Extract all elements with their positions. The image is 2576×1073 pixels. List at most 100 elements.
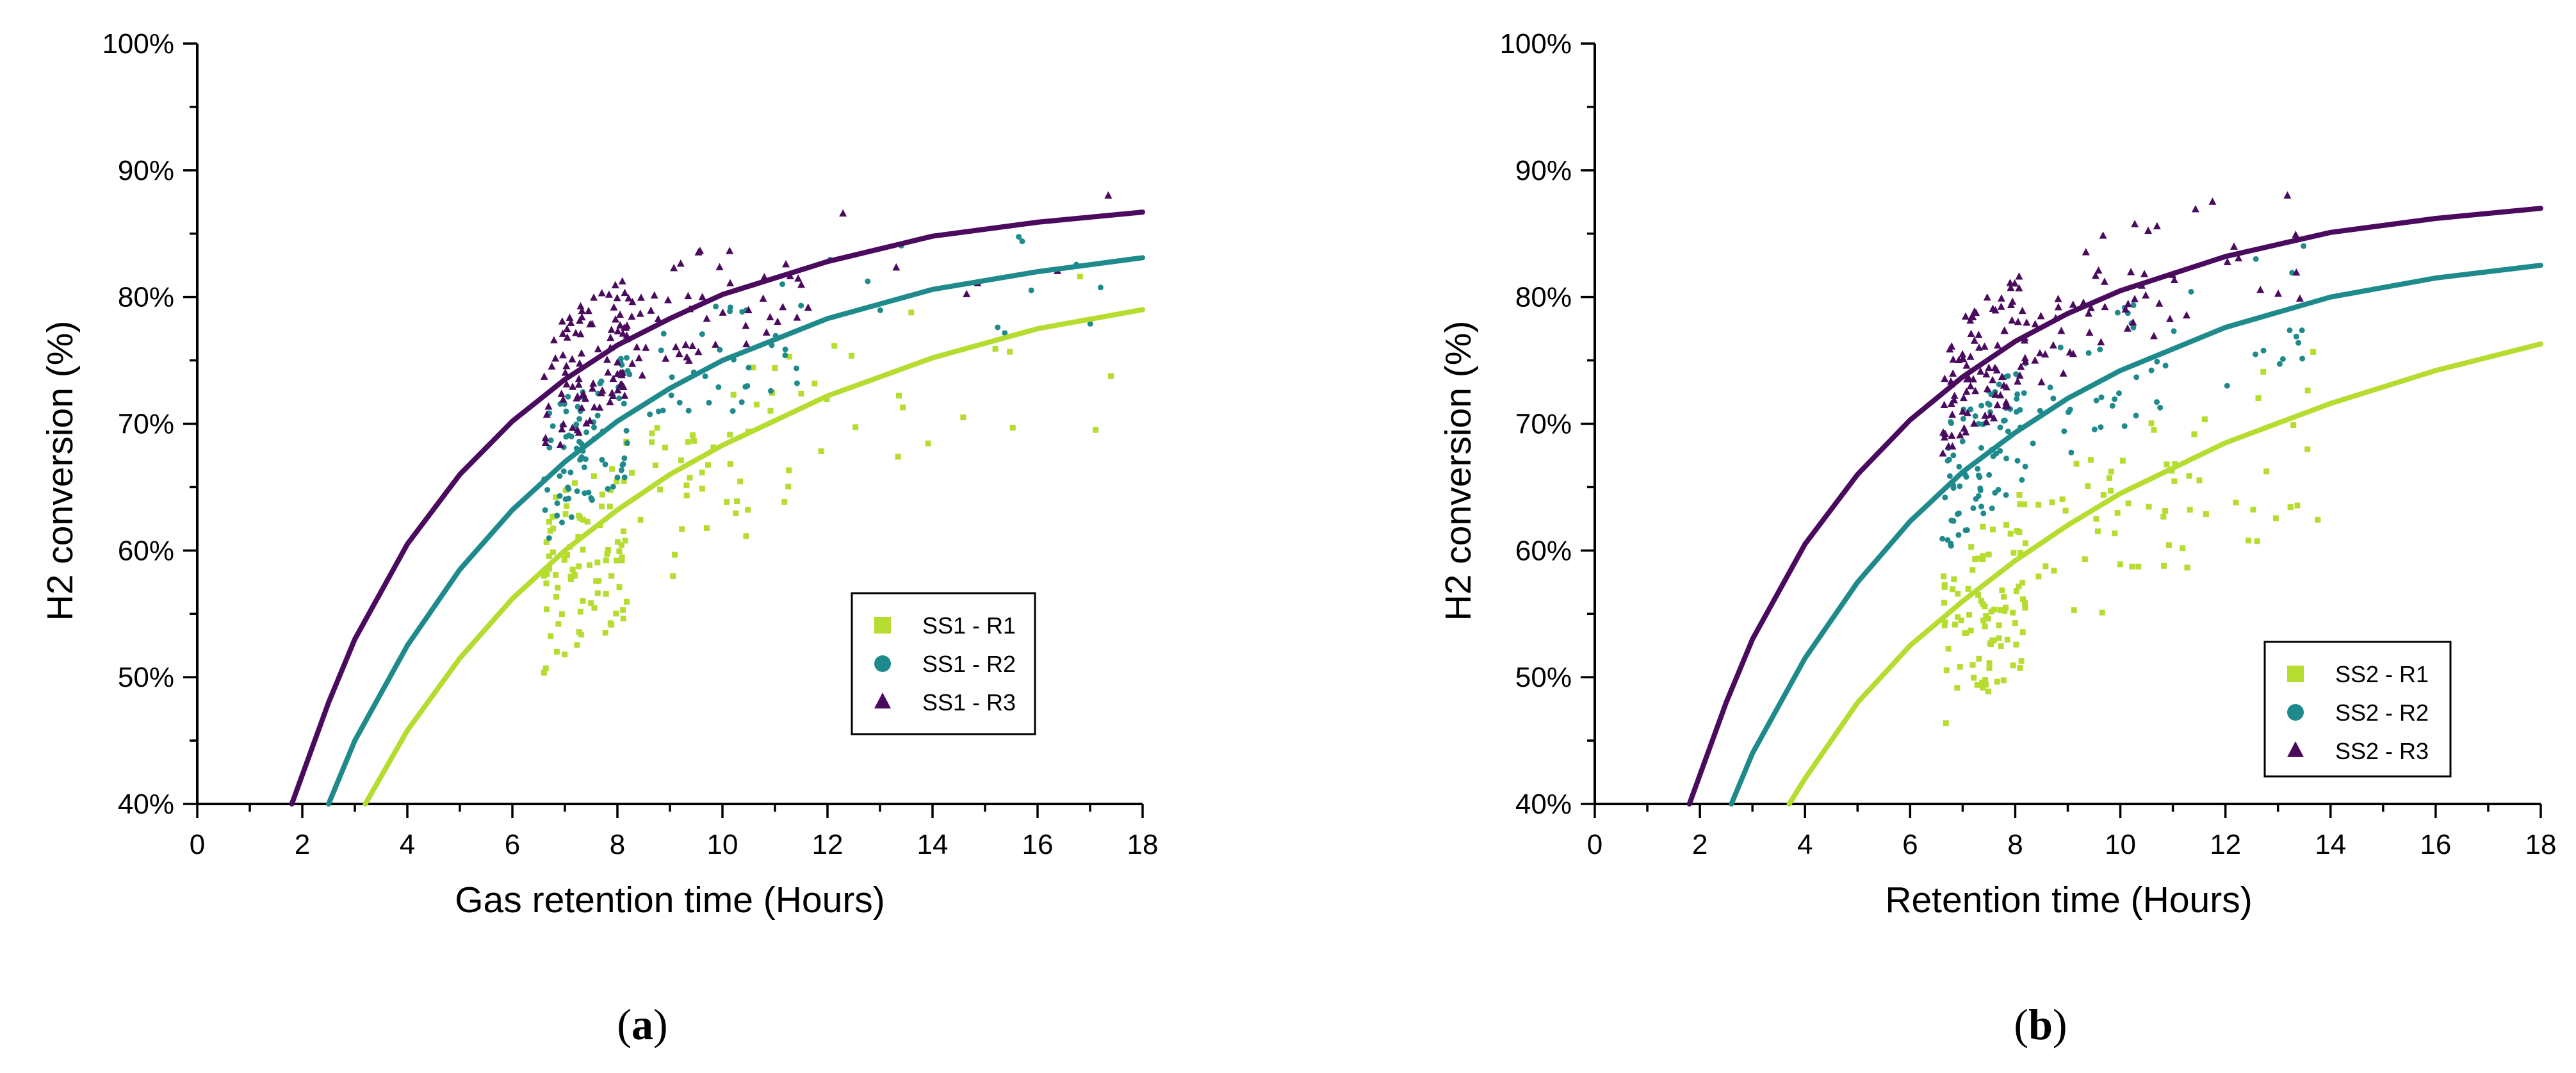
panel-b-point-circle: [2014, 391, 2021, 398]
panel-b-fit-curve-circle: [1729, 263, 2543, 807]
panel-a-point-triangle: [620, 324, 628, 331]
panel-b-point-triangle: [2014, 317, 2022, 325]
panel-b-point-circle: [1944, 457, 1951, 464]
panel-b-point-square: [2035, 573, 2042, 580]
panel-a-point-circle: [702, 373, 708, 379]
panel-b-point-triangle: [1980, 342, 1989, 350]
panel-a-point-triangle: [548, 362, 556, 370]
panel-b-point-triangle: [2208, 197, 2217, 205]
panel-a-point-circle: [717, 347, 723, 353]
panel-a-point-square: [613, 610, 619, 617]
panel-b-point-square: [2196, 477, 2203, 484]
panel-b-point-square: [1969, 567, 1976, 573]
panel-b-point-triangle: [2099, 231, 2107, 239]
panel-a-point-circle: [995, 324, 1001, 331]
panel-b-point-square: [2125, 500, 2132, 507]
panel-b-point-square: [1986, 665, 1993, 671]
panel-a-point-triangle: [683, 353, 691, 361]
panel-b-caption: (b): [2014, 1000, 2067, 1049]
panel-b-point-square: [1955, 614, 1961, 620]
panel-b-point-circle: [1978, 402, 1985, 409]
panel-b-point-square: [2187, 507, 2193, 513]
panel-b-point-triangle: [2018, 306, 2026, 315]
panel-a-point-square: [546, 553, 552, 559]
panel-b-y-tick-label: 40%: [1515, 789, 1572, 820]
panel-b-point-triangle: [1967, 329, 1975, 338]
panel-b-legend: SS2 - R1 SS2 - R2 SS2 - R3: [2263, 641, 2452, 778]
panel-a-point-circle: [1002, 330, 1008, 336]
panel-b-point-square: [1975, 592, 1982, 598]
panel-a-point-square: [824, 396, 830, 402]
panel-b-y-tick-label: 90%: [1515, 155, 1572, 186]
panel-b-point-triangle: [1966, 382, 1975, 389]
panel-b-x-tick-label: 2: [1692, 829, 1708, 860]
panel-a-x-tick-label: 16: [1022, 829, 1054, 860]
panel-b-point-square: [2059, 496, 2066, 502]
panel-b-point-triangle: [2010, 279, 2019, 287]
panel-b-point-circle: [1989, 505, 1995, 512]
panel-a-point-triangle: [589, 379, 598, 387]
panel-a-point-square: [542, 665, 549, 671]
panel-b-point-square: [2114, 510, 2121, 516]
panel-a-point-circle: [660, 407, 666, 414]
panel-a-point-circle: [620, 461, 626, 467]
panel-b-point-square: [2106, 475, 2112, 481]
panel-b-point-circle: [1959, 438, 1966, 445]
panel-a-point-square: [624, 598, 630, 605]
panel-b-point-circle: [2253, 351, 2259, 357]
panel-b-point-square: [1980, 553, 1986, 559]
panel-b-point-triangle: [1985, 363, 1993, 372]
panel-b-point-square: [2250, 507, 2256, 513]
panel-a-point-circle: [554, 512, 560, 519]
panel-a-point-square: [603, 557, 609, 564]
panel-a-point-square: [541, 669, 547, 676]
panel-a-point-triangle: [568, 355, 576, 363]
panel-b-point-triangle: [1975, 331, 1983, 338]
panel-b-point-triangle: [2170, 275, 2178, 284]
panel-a-point-square: [908, 309, 915, 316]
panel-a-point-square: [654, 425, 660, 431]
panel-a-point-circle: [542, 507, 548, 513]
panel-b-point-circle: [2003, 455, 2010, 462]
panel-a-point-triangle: [558, 350, 567, 359]
panel-b-point-triangle: [1962, 428, 1970, 436]
panel-a-point-circle: [567, 470, 574, 476]
panel-a-point-circle: [621, 400, 627, 407]
panel-a-point-square: [657, 486, 664, 493]
panel-a-point-square: [786, 354, 792, 360]
panel-a-point-triangle: [621, 288, 629, 297]
panel-b-point-square: [1996, 622, 2002, 628]
panel-b-point-circle: [1946, 473, 1953, 479]
panel-b-point-circle: [1980, 510, 1987, 516]
panel-a-point-circle: [575, 404, 581, 410]
panel-b-point-triangle: [1941, 374, 1949, 382]
panel-a-point-square: [727, 431, 733, 438]
panel-a-x-tick-label: 10: [707, 829, 738, 860]
panel-a-point-square: [604, 551, 610, 557]
panel-a-point-square: [555, 584, 561, 591]
panel-a-point-triangle: [628, 297, 637, 306]
panel-b-point-triangle: [1997, 294, 2005, 302]
panel-a-point-circle: [738, 399, 745, 405]
panel-b-point-triangle: [1956, 430, 1964, 439]
panel-b-point-circle: [2114, 309, 2121, 316]
panel-b-point-circle: [1939, 536, 1946, 542]
panel-a-caption-letter: a: [632, 1000, 653, 1049]
panel-b-x-tick-label: 6: [1902, 829, 1918, 860]
panel-b-point-triangle: [2000, 326, 2009, 334]
panel-b-x-axis-title: Retention time (Hours): [1885, 880, 2252, 921]
panel-a-point-triangle: [562, 380, 571, 388]
panel-b-point-square: [1988, 609, 1994, 615]
panel-b-point-square: [1996, 635, 2002, 641]
panel-b-point-square: [2186, 473, 2192, 479]
panel-a-point-circle: [794, 380, 800, 386]
panel-b-point-square: [1969, 662, 1976, 668]
panel-b-legend-label: SS2 - R3: [2335, 738, 2429, 764]
panel-b-point-circle: [2003, 492, 2009, 498]
panel-b-point-square: [1966, 612, 1973, 618]
panel-a-point-circle: [621, 474, 628, 480]
panel-b-point-circle: [2279, 356, 2286, 362]
panel-a-point-square: [705, 462, 711, 468]
panel-a-point-triangle: [726, 279, 735, 287]
panel-b-point-circle: [2047, 384, 2053, 391]
